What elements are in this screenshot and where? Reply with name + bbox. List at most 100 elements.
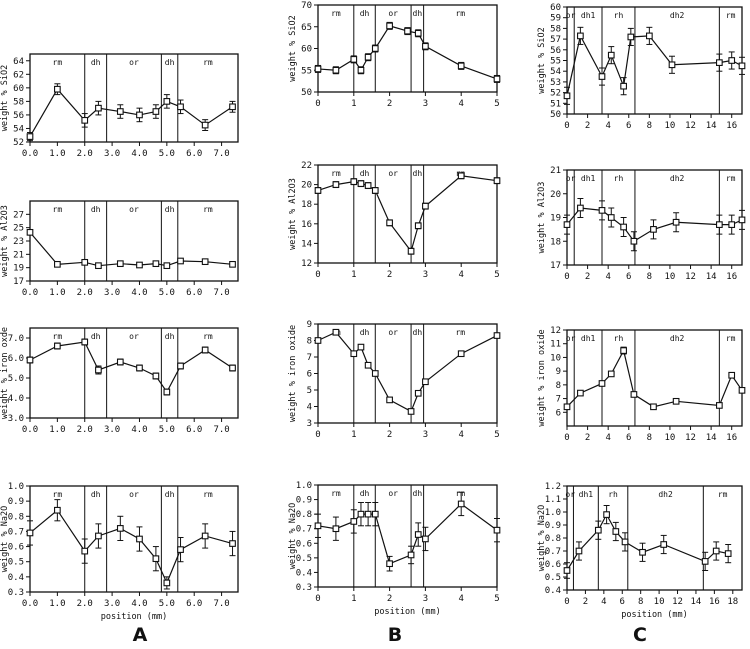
x-tick-label: 14 xyxy=(706,272,717,282)
zone-label: dh1 xyxy=(579,490,594,499)
y-tick-label: 10 xyxy=(550,353,561,363)
y-tick-label: 21 xyxy=(550,166,561,176)
data-point xyxy=(152,372,160,380)
zone-label: rm xyxy=(455,489,465,498)
data-point xyxy=(371,510,379,518)
zone-label: rh xyxy=(608,490,618,499)
x-tick-label: 8 xyxy=(647,272,652,282)
y-tick-label: 0.6 xyxy=(296,539,312,549)
x-tick-label: 2 xyxy=(585,121,590,131)
zone-label: dh xyxy=(360,9,370,18)
x-tick-label: 3.0 xyxy=(104,425,120,435)
y-tick-label: 58 xyxy=(13,97,24,107)
x-tick-label: 7.0 xyxy=(213,149,229,159)
y-tick-label: 0.8 xyxy=(8,512,24,522)
x-tick-label: 6 xyxy=(620,597,625,607)
x-tick-label: 4 xyxy=(601,597,606,607)
zone-label: rm xyxy=(726,334,736,343)
chart-b-na2o: rm dh or dh rm 0 1 2 3 4 5 0.3 0.4 0.5 0.6 0.7 0.8 0.9 1.0… xyxy=(288,481,501,617)
x-tick-label: 16 xyxy=(726,272,737,282)
x-tick-label: 4 xyxy=(458,270,463,280)
zone-label: dh1 xyxy=(581,174,596,183)
x-tick-label: 3 xyxy=(423,270,428,280)
data-point xyxy=(136,535,143,543)
y-tick-label: 52 xyxy=(550,89,561,99)
data-point xyxy=(152,108,160,115)
x-tick-label: 3 xyxy=(423,99,428,109)
zone-label: rm xyxy=(53,205,63,214)
y-tick-label: 1.2 xyxy=(545,482,561,492)
x-tick-label: 6 xyxy=(626,272,631,282)
y-tick-label: 1.0 xyxy=(545,508,561,518)
panel-letter-b: B xyxy=(388,624,402,646)
x-tick-label: 7.0 xyxy=(213,599,229,609)
y-tick-label: 70 xyxy=(301,1,312,11)
zone-label: or xyxy=(388,169,398,178)
zone-label: or xyxy=(129,58,139,67)
data-point xyxy=(621,538,629,546)
data-point xyxy=(404,27,411,35)
data-point xyxy=(201,258,209,266)
x-tick-label: 6 xyxy=(626,433,631,443)
y-axis-label: weight % Na2O xyxy=(288,503,298,570)
zone-label: rm xyxy=(203,205,213,214)
data-point xyxy=(598,207,606,214)
y-tick-label: 0.7 xyxy=(545,547,561,557)
chart-a-sio2: rm dh or dh rm 0.0 1.0 2.0 3.0 4.0 5.0 6.0 7.0 52 54 56… xyxy=(0,53,239,159)
y-tick-label: 55 xyxy=(550,57,561,67)
x-tick-label: 6.0 xyxy=(186,149,202,159)
data-point xyxy=(201,121,209,129)
chart-b-al2o3: rmdhordhrm012345121416182022weight % Al2… xyxy=(288,161,501,280)
data-point xyxy=(116,525,124,532)
series-line xyxy=(566,348,743,408)
data-point xyxy=(386,22,393,30)
data-point xyxy=(350,518,358,525)
data-point xyxy=(650,403,657,411)
data-point xyxy=(81,116,89,124)
zone-label: dh xyxy=(413,9,423,18)
y-axis-label: weight % Al2O3 xyxy=(537,182,547,254)
zone-label: or xyxy=(566,334,576,343)
y-tick-label: 20 xyxy=(550,190,561,200)
data-point xyxy=(738,386,746,394)
series-line xyxy=(317,503,498,565)
x-tick-label: 12 xyxy=(685,121,696,131)
data-point xyxy=(163,579,171,587)
data-point xyxy=(177,546,184,553)
x-tick-label: 1 xyxy=(351,430,356,440)
x-tick-label: 3.0 xyxy=(104,599,120,609)
x-tick-label: 0 xyxy=(564,597,569,607)
y-tick-label: 0.5 xyxy=(545,573,561,583)
data-point xyxy=(136,364,143,372)
data-point xyxy=(95,366,102,374)
data-point xyxy=(738,216,746,224)
data-point xyxy=(163,388,171,396)
data-point xyxy=(660,541,668,548)
data-point xyxy=(81,338,89,346)
y-axis-label: weight % SiO2 xyxy=(288,15,298,82)
data-point xyxy=(612,528,620,535)
y-axis-label: weight % Al2O3 xyxy=(0,205,10,277)
y-tick-label: 21 xyxy=(13,250,24,260)
x-tick-label: 0 xyxy=(564,121,569,131)
plot-frame xyxy=(317,4,498,93)
zone-label: or xyxy=(388,489,398,498)
data-point xyxy=(314,337,322,344)
y-tick-label: 5.0 xyxy=(8,374,24,384)
zone-label: dh xyxy=(91,332,101,341)
zone-label: rm xyxy=(726,11,736,20)
data-point xyxy=(95,104,102,112)
zone-label: dh xyxy=(413,169,423,178)
data-point xyxy=(407,408,415,415)
x-tick-label: 12 xyxy=(685,433,696,443)
y-tick-label: 0.4 xyxy=(296,568,312,578)
zone-label: rm xyxy=(53,58,63,67)
y-tick-label: 1.1 xyxy=(545,495,561,505)
y-tick-label: 0.9 xyxy=(8,497,24,507)
data-point xyxy=(177,257,184,265)
x-tick-label: 6 xyxy=(626,121,631,131)
zone-label: dh xyxy=(91,205,101,214)
data-point xyxy=(81,258,89,266)
x-tick-label: 10 xyxy=(665,433,676,443)
panel-letter-a: A xyxy=(133,624,148,646)
